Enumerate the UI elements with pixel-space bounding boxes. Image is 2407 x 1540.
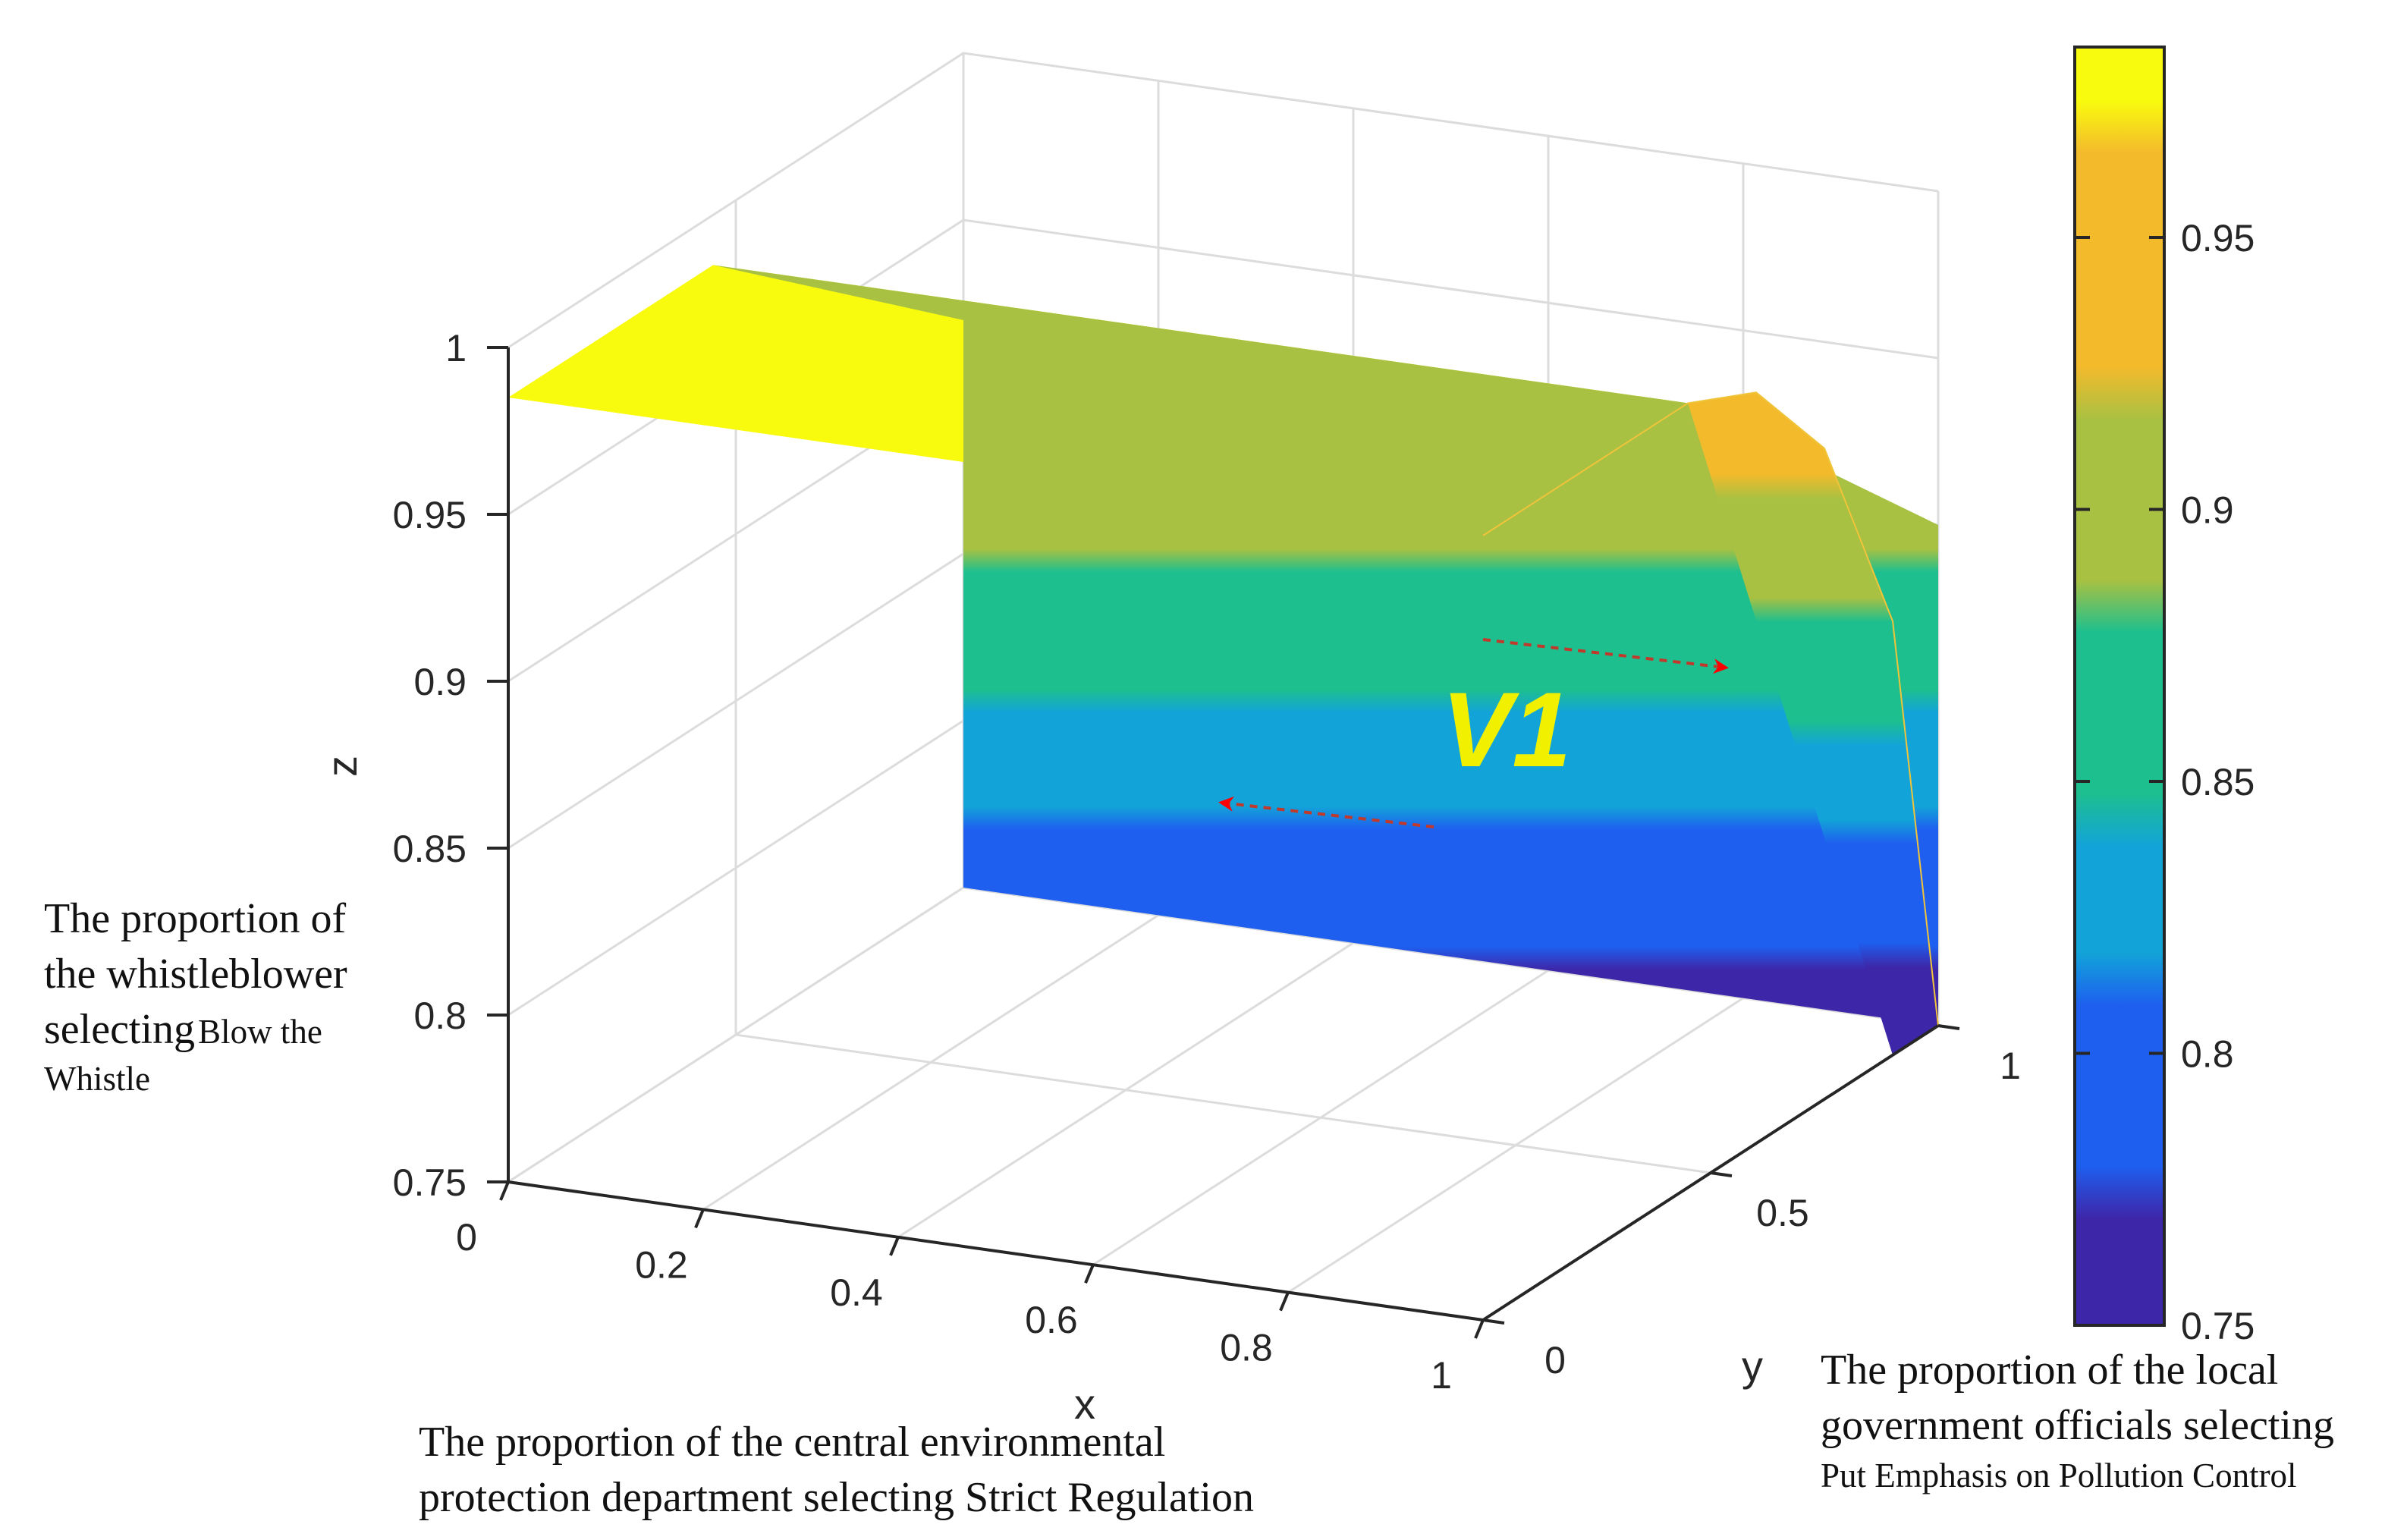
- colorbar-tick-label: 0.85: [2181, 761, 2255, 803]
- y-axis-label: y: [1742, 1342, 1763, 1390]
- y-tick-label: 1: [2000, 1045, 2021, 1087]
- z-tick-label: 1: [445, 327, 467, 369]
- surface-profile-curve: [1482, 391, 1939, 1026]
- y-caption-line1: The proportion of the local: [1821, 1347, 2279, 1394]
- y-caption-line3: Put Emphasis on Pollution Control: [1821, 1456, 2297, 1494]
- v1-label: V1: [1441, 670, 1571, 789]
- z-tick-label: 0.8: [413, 995, 467, 1037]
- y-tick-mark: [1710, 1171, 1733, 1177]
- x-tick-label: 0.4: [830, 1271, 883, 1314]
- z-axis-label: z: [318, 756, 366, 777]
- z-caption-line3-big: selecting: [44, 1005, 196, 1053]
- colorbar: 0.75 0.8 0.85 0.9 0.95: [2073, 46, 2255, 1347]
- x-tick-mark: [889, 1237, 900, 1256]
- y-caption: The proportion of the local government o…: [1821, 1343, 2334, 1498]
- colorbar-tick-label: 0.8: [2181, 1032, 2234, 1075]
- surface-plot: [508, 265, 1939, 1055]
- x-tick-label: 1: [1431, 1354, 1452, 1397]
- z-caption-line4: Whistle: [44, 1060, 150, 1098]
- z-caption-line2: the whistleblower: [44, 950, 347, 998]
- colorbar-bar: [2073, 46, 2166, 1327]
- x-caption-line1: The proportion of the central environmen…: [419, 1419, 1166, 1466]
- x-axis-line: [507, 1180, 1484, 1322]
- x-tick-mark: [1474, 1319, 1485, 1339]
- y-tick-mark: [1937, 1024, 1960, 1030]
- x-tick-label: 0.8: [1220, 1327, 1273, 1369]
- colorbar-tick-label: 0.95: [2181, 217, 2255, 259]
- surface-slope-face: [713, 265, 1938, 1026]
- y-tick-label: 0: [1544, 1339, 1566, 1381]
- axes: 0.75 0.8 0.85 0.9 0.95 1 0 0.2 0.4 0.6 0.8 1 0 0.5 1 x y…: [318, 327, 2021, 1428]
- z-caption-line1: The proportion of: [44, 895, 347, 942]
- surface-end-cap: [1688, 392, 1938, 1055]
- x-tick-mark: [694, 1208, 705, 1229]
- x-tick-mark: [499, 1181, 510, 1201]
- z-caption-line3-small: Blow the: [198, 1012, 322, 1051]
- x-axis-label: x: [1074, 1380, 1095, 1428]
- z-caption-line3: selecting Blow the: [44, 1002, 347, 1058]
- x-tick-mark: [1084, 1264, 1095, 1284]
- colorbar-tick-label: 0.9: [2181, 489, 2234, 531]
- z-caption: The proportion of the whistleblower sele…: [44, 891, 347, 1102]
- y-tick-mark: [1482, 1318, 1505, 1325]
- annotations: V1: [1218, 638, 1729, 828]
- y-tick-label: 0.5: [1756, 1192, 1809, 1234]
- z-tick-label: 0.85: [393, 828, 467, 870]
- colorbar-tick-label: 0.75: [2181, 1305, 2255, 1347]
- x-tick-mark: [1279, 1291, 1290, 1312]
- z-tick-label: 0.95: [393, 494, 467, 536]
- y-caption-line2: government officials selecting: [1821, 1401, 2334, 1449]
- x-tick-label: 0.2: [635, 1243, 688, 1286]
- gridline-y-1: [734, 200, 1711, 1174]
- z-tick-label: 0.9: [413, 661, 467, 703]
- arrow-left: [1218, 796, 1434, 828]
- x-caption-line2: protection department selecting Strict R…: [419, 1473, 1255, 1521]
- x-tick-label: 0.6: [1025, 1299, 1078, 1341]
- x-tick-label: 0: [456, 1216, 477, 1259]
- x-caption: The proportion of the central environmen…: [419, 1415, 1254, 1526]
- z-tick-label: 0.75: [393, 1161, 467, 1204]
